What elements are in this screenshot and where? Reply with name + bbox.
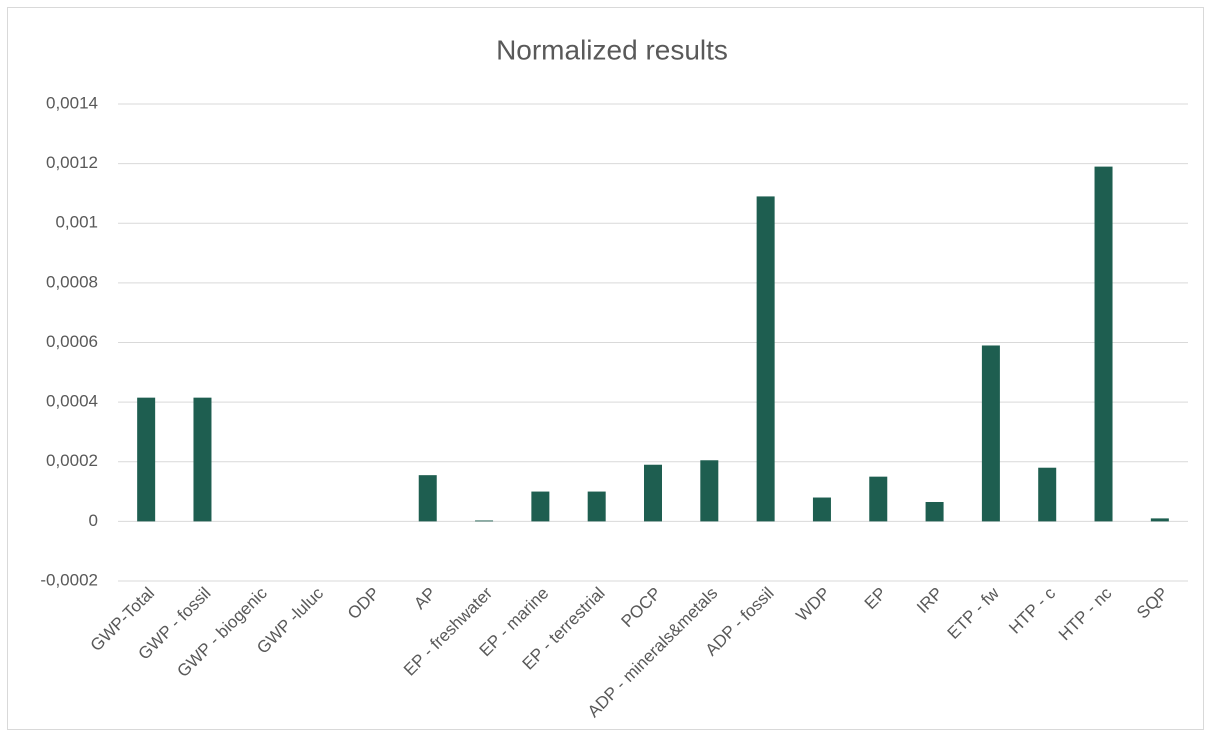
y-tick-label: 0,0012: [46, 153, 98, 172]
bar: [756, 196, 775, 522]
bar: [700, 460, 719, 522]
y-tick-label: 0,0004: [46, 392, 98, 411]
bar: [1150, 518, 1169, 522]
y-tick-label: 0,001: [55, 213, 98, 232]
bar: [137, 397, 156, 522]
y-tick-label: 0,0014: [46, 93, 98, 112]
bar: [981, 345, 1000, 522]
bar: [587, 491, 606, 522]
bar: [475, 520, 494, 522]
bar: [1038, 467, 1057, 522]
y-tick-label: 0,0008: [46, 272, 98, 291]
y-tick-label: 0,0002: [46, 451, 98, 470]
bar: [1094, 166, 1113, 522]
chart-title: Normalized results: [496, 34, 728, 65]
y-tick-label: 0,0006: [46, 332, 98, 351]
bar: [925, 501, 944, 522]
bar: [869, 476, 888, 522]
y-tick-label: 0: [89, 511, 98, 530]
bar: [418, 475, 437, 522]
bar: [644, 464, 662, 522]
bar: [531, 491, 550, 522]
y-tick-label: -0,0002: [40, 570, 98, 589]
bar: [193, 397, 212, 522]
chart-border: [7, 7, 1204, 730]
bar: [812, 497, 831, 522]
